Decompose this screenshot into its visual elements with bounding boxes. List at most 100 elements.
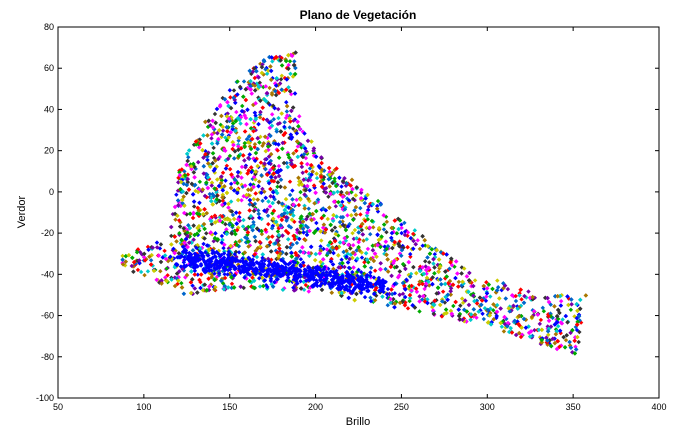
data-point: [181, 291, 187, 296]
data-point: [233, 259, 238, 264]
data-point: [432, 252, 437, 257]
data-point: [210, 125, 216, 130]
data-point: [262, 208, 267, 213]
data-point: [538, 341, 544, 347]
data-point: [303, 268, 309, 273]
data-point: [215, 141, 220, 146]
data-point: [203, 119, 208, 125]
data-point: [191, 204, 197, 209]
data-point: [392, 301, 398, 306]
data-point: [351, 217, 356, 222]
data-point: [490, 286, 495, 292]
data-point: [290, 208, 296, 213]
data-point: [221, 147, 227, 152]
data-point: [522, 293, 527, 299]
data-point: [202, 226, 207, 232]
data-point: [420, 281, 425, 287]
y-tick-label: -20: [41, 228, 54, 238]
data-point: [392, 258, 397, 264]
data-point: [488, 322, 494, 327]
data-point: [436, 269, 441, 275]
data-point: [339, 280, 345, 285]
data-point: [236, 153, 241, 159]
y-tick-label: 20: [44, 146, 54, 156]
data-point: [321, 174, 327, 180]
data-point: [444, 252, 449, 257]
data-point: [282, 261, 288, 266]
data-point: [261, 141, 266, 146]
data-point: [326, 176, 332, 182]
data-point: [345, 288, 350, 293]
data-point: [181, 226, 186, 231]
data-point: [513, 293, 518, 299]
data-point: [250, 224, 256, 229]
data-point: [372, 251, 378, 256]
data-point: [402, 302, 408, 308]
data-point: [556, 307, 561, 313]
data-point: [327, 172, 332, 177]
data-point: [269, 174, 274, 180]
data-point: [205, 157, 210, 163]
data-point: [330, 284, 335, 289]
data-point: [420, 243, 425, 248]
data-point: [327, 205, 332, 210]
data-point: [354, 236, 359, 241]
data-point: [222, 272, 227, 277]
data-point: [479, 302, 484, 307]
data-point: [312, 230, 317, 235]
data-point: [381, 213, 386, 218]
data-point: [554, 346, 560, 352]
data-point: [345, 224, 351, 229]
data-point: [154, 245, 160, 250]
data-point: [212, 277, 217, 283]
data-point: [541, 309, 547, 314]
data-point: [291, 164, 296, 169]
data-point: [339, 290, 344, 296]
data-point: [502, 314, 507, 320]
data-point: [147, 254, 152, 259]
data-point: [396, 226, 401, 232]
data-point: [290, 105, 296, 110]
data-point: [352, 297, 357, 303]
data-point: [162, 248, 167, 254]
data-point: [246, 244, 251, 249]
data-point: [276, 200, 281, 205]
data-point: [462, 298, 468, 303]
data-point: [239, 175, 244, 180]
data-point: [279, 63, 285, 68]
data-point: [280, 140, 285, 146]
data-point: [302, 206, 307, 211]
data-point: [314, 208, 319, 214]
data-point: [378, 202, 383, 207]
data-point: [394, 264, 399, 270]
data-point: [189, 181, 195, 187]
data-point: [284, 100, 289, 105]
data-point: [219, 252, 224, 258]
data-point: [142, 272, 147, 278]
data-point: [374, 254, 379, 259]
data-point: [212, 287, 217, 292]
data-point: [255, 136, 260, 141]
data-point: [175, 281, 180, 287]
data-point: [512, 318, 517, 324]
data-point: [330, 180, 335, 186]
data-point: [174, 276, 180, 281]
data-point: [265, 172, 270, 177]
data-point: [235, 92, 240, 97]
data-point: [425, 255, 430, 260]
data-point: [224, 190, 230, 196]
data-point: [384, 252, 389, 258]
data-point: [274, 76, 279, 81]
data-point: [180, 189, 185, 194]
data-point: [550, 336, 556, 341]
data-point: [317, 165, 322, 170]
data-point: [331, 199, 337, 204]
data-point: [321, 225, 326, 230]
data-point: [226, 249, 232, 255]
data-point: [297, 230, 302, 235]
data-point: [248, 146, 254, 152]
data-point: [350, 186, 355, 192]
data-point: [187, 240, 192, 245]
data-point: [284, 278, 289, 283]
data-point: [555, 324, 561, 329]
